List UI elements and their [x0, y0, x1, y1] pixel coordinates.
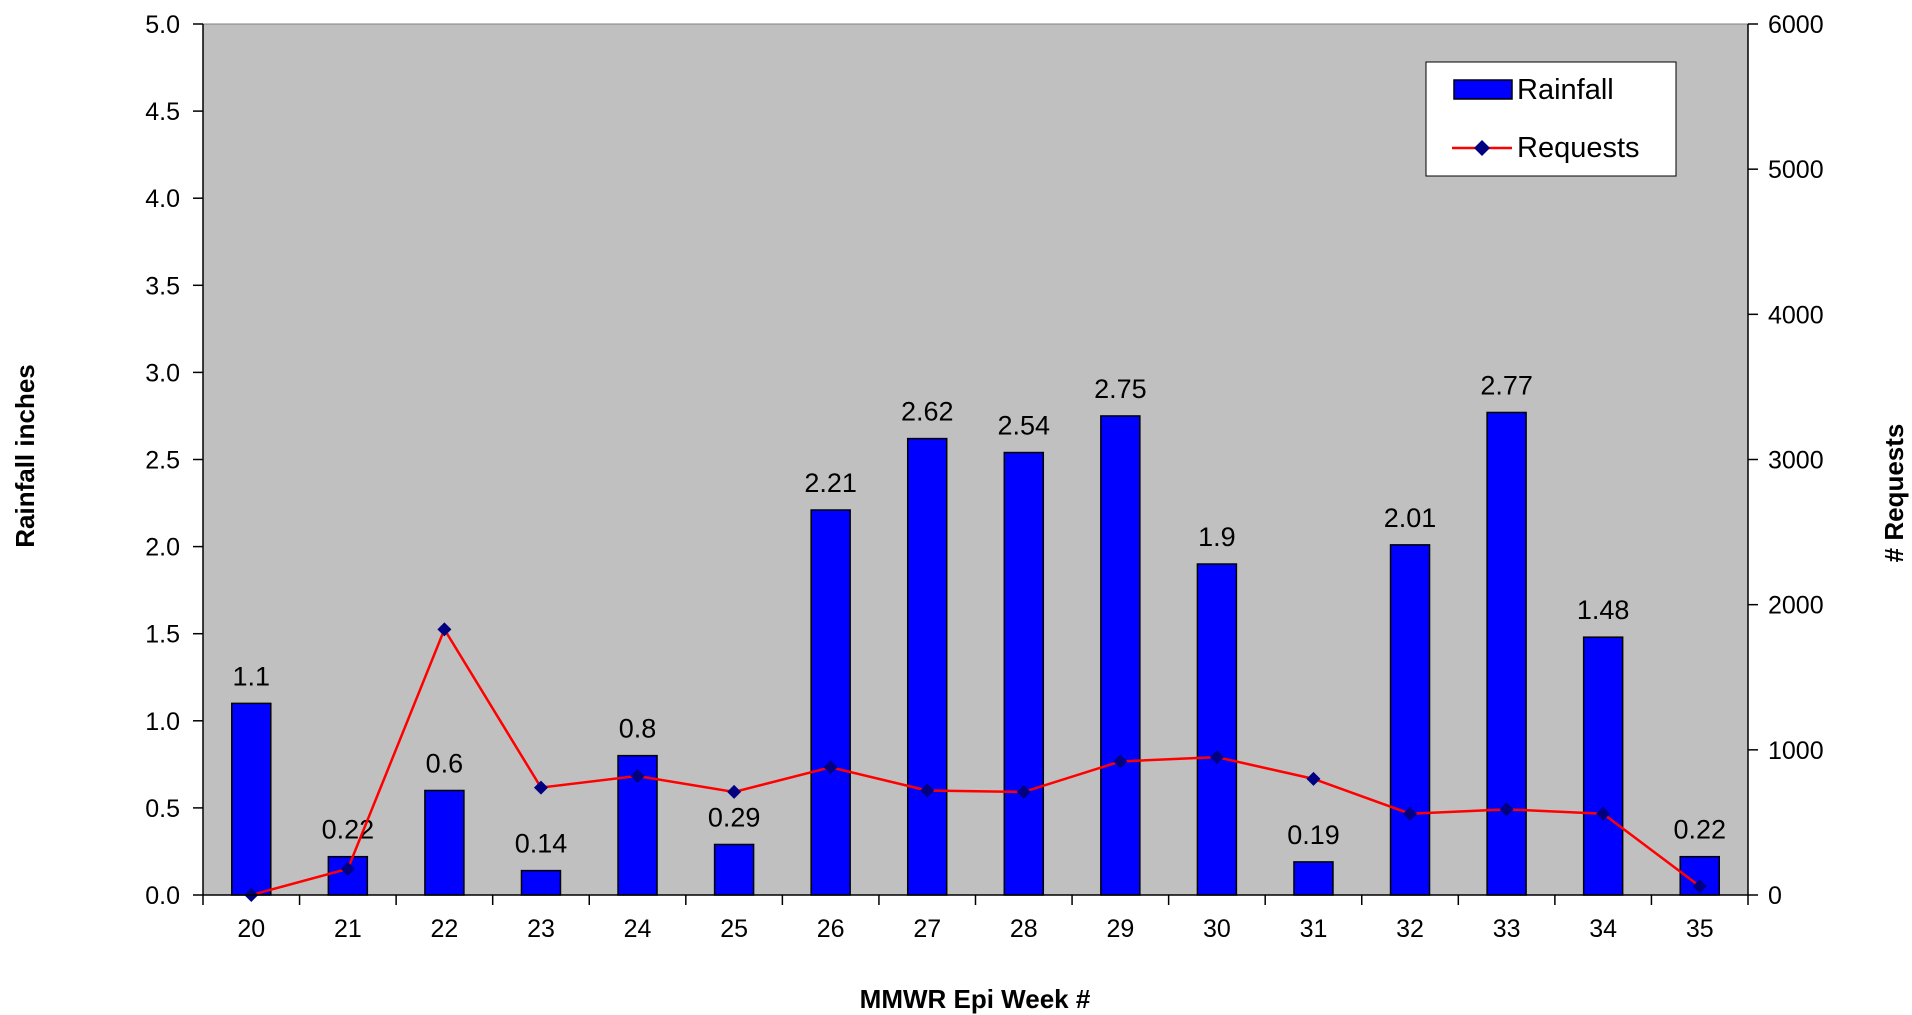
requests-point [340, 861, 355, 876]
y-left-tick-label: 0.0 [145, 882, 180, 910]
x-tick-label: 25 [720, 915, 748, 943]
rainfall-data-label: 0.19 [1287, 820, 1340, 850]
rainfall-data-label: 1.9 [1198, 522, 1236, 552]
requests-point [1692, 879, 1707, 894]
y-left-tick-label: 3.5 [145, 272, 180, 300]
tick-labels: 0.0 0.5 1.0 1.5 2.0 2.5 3.0 3.5 4.0 4.5 5.0 0 1000 20… [145, 11, 1823, 943]
rainfall-data-label: 2.75 [1094, 374, 1147, 404]
rainfall-data-label: 1.48 [1577, 595, 1630, 625]
y-right-tick-label: 6000 [1768, 11, 1824, 39]
x-tick-label: 20 [237, 915, 265, 943]
requests-line [250, 626, 1701, 897]
x-axis-title: MMWR Epi Week # [860, 984, 1091, 1014]
rainfall-data-label: 0.22 [322, 815, 375, 845]
rainfall-data-label: 2.54 [998, 411, 1051, 441]
legend-rainfall-label: Rainfall [1517, 74, 1614, 106]
y-left-tick-label: 2.5 [145, 447, 180, 475]
requests-point [437, 622, 452, 637]
rainfall-bar [424, 789, 465, 896]
rainfall-bar [1293, 861, 1334, 896]
x-tick-label: 27 [913, 915, 941, 943]
rainfall-data-label: 0.8 [619, 714, 657, 744]
x-tick-label: 26 [817, 915, 845, 943]
y-left-tick-label: 4.5 [145, 98, 180, 126]
requests-point [1403, 806, 1418, 821]
requests-point [533, 780, 548, 795]
requests-point [1596, 806, 1611, 821]
requests-point [1499, 802, 1514, 817]
rainfall-bar [1582, 636, 1624, 896]
legend-requests-marker [1474, 140, 1490, 156]
rainfall-bar [231, 702, 272, 896]
rainfall-data-label: 0.22 [1673, 815, 1726, 845]
y-right-tick-label: 3000 [1768, 447, 1824, 475]
legend-rainfall-swatch [1453, 79, 1513, 100]
y-axis-left-title: Rainfall inches [10, 364, 40, 548]
rainfall-bar [1100, 415, 1141, 896]
requests-point [823, 760, 838, 775]
requests-series [244, 622, 1707, 902]
requests-point [727, 784, 742, 799]
requests-point [920, 783, 935, 798]
x-tick-label: 22 [431, 915, 459, 943]
requests-point [1016, 784, 1031, 799]
x-tick-label: 33 [1493, 915, 1521, 943]
requests-point [1113, 754, 1128, 769]
rainfall-data-label: 2.21 [804, 468, 857, 498]
rainfall-bar [1486, 411, 1527, 896]
rainfall-data-label: 0.29 [708, 802, 761, 832]
rainfall-data-label: 1.1 [233, 661, 271, 691]
requests-point [1306, 771, 1321, 786]
rainfall-bar [520, 869, 562, 896]
y-right-tick-label: 1000 [1768, 737, 1824, 765]
y-left-tick-label: 1.0 [145, 708, 180, 736]
rainfall-data-label: 2.01 [1384, 503, 1437, 533]
y-left-tick-label: 0.5 [145, 795, 180, 823]
rainfall-bar [906, 437, 948, 896]
x-tick-label: 21 [334, 915, 362, 943]
y-left-tick-label: 2.0 [145, 534, 180, 562]
y-left-tick-label: 1.5 [145, 621, 180, 649]
y-right-tick-label: 2000 [1768, 592, 1824, 620]
x-tick-label: 24 [624, 915, 652, 943]
requests-point [630, 768, 645, 783]
y-left-tick-label: 4.0 [145, 185, 180, 213]
x-tick-label: 34 [1589, 915, 1617, 943]
y-left-tick-label: 5.0 [145, 11, 180, 39]
requests-point [1209, 750, 1224, 765]
rainfall-data-labels: 1.1 0.22 0.6 0.14 0.8 0.29 2.21 2.62 2.54 2.75 1.9… [233, 370, 1726, 858]
y-right-tick-label: 5000 [1768, 156, 1824, 184]
axes [193, 23, 1758, 905]
y-right-tick-label: 0 [1768, 882, 1782, 910]
rainfall-bar [810, 509, 851, 896]
x-tick-label: 30 [1203, 915, 1231, 943]
rainfall-bar [713, 843, 755, 896]
rainfall-data-label: 0.14 [515, 829, 568, 859]
rainfall-bar [1196, 563, 1238, 896]
y-left-tick-label: 3.0 [145, 359, 180, 387]
rainfall-data-label: 0.6 [426, 748, 464, 778]
legend-requests-label: Requests [1517, 132, 1640, 164]
y-axis-right-title: # Requests [1879, 424, 1909, 563]
x-tick-label: 23 [527, 915, 555, 943]
rainfall-data-label: 2.62 [901, 397, 954, 427]
x-tick-label: 35 [1686, 915, 1714, 943]
x-tick-label: 32 [1396, 915, 1424, 943]
legend: Rainfall Requests [1425, 61, 1677, 177]
x-tick-label: 29 [1106, 915, 1134, 943]
rainfall-bar [1003, 451, 1045, 896]
y-right-tick-label: 4000 [1768, 301, 1824, 329]
rainfall-bar [1389, 544, 1431, 896]
x-tick-label: 31 [1300, 915, 1328, 943]
x-tick-label: 28 [1010, 915, 1038, 943]
rainfall-data-label: 2.77 [1480, 370, 1533, 400]
